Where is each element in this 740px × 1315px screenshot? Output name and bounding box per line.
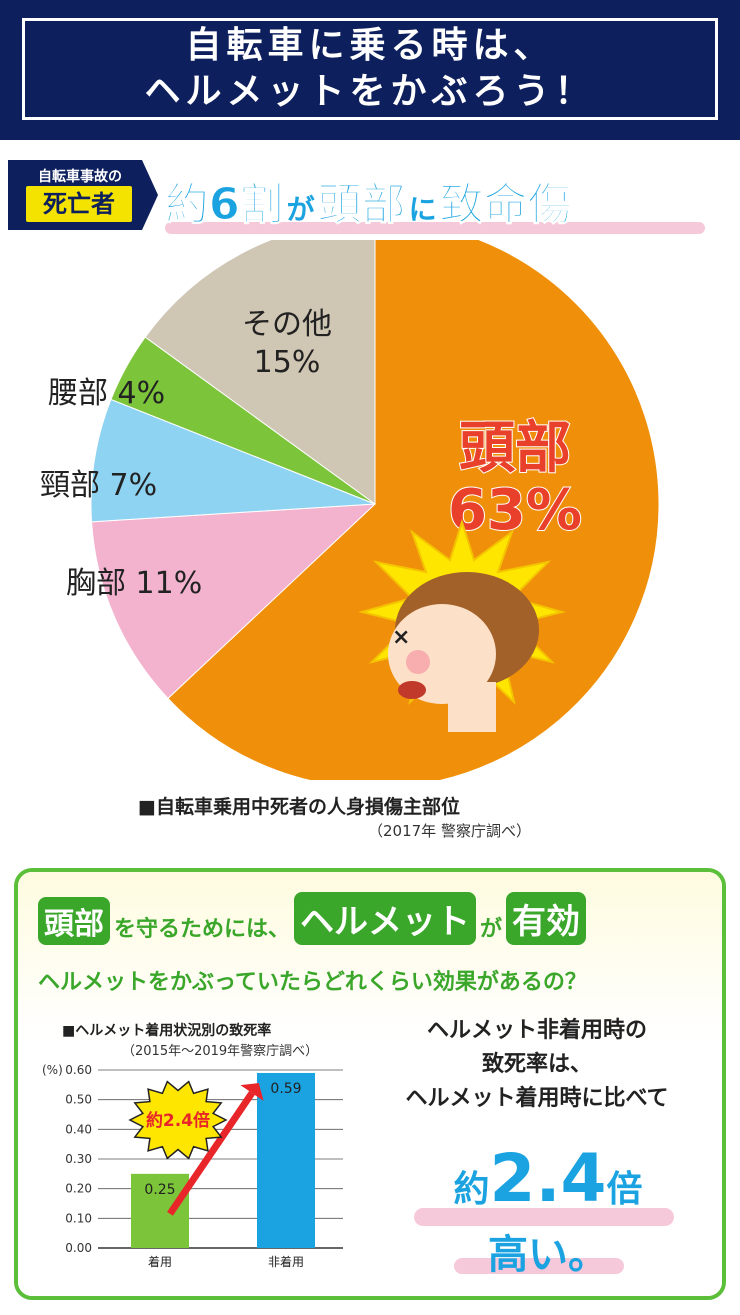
pie-label-chest: 胸部 11%: [66, 566, 203, 601]
face-shape: [388, 604, 496, 704]
banner-line-2: ヘルメットをかぶろう！: [144, 71, 596, 112]
bar-value-label: 0.25: [144, 1182, 175, 1198]
y-tick-label: 0.00: [65, 1241, 92, 1255]
cheek-shape: [406, 650, 430, 674]
y-tick-label: 0.50: [65, 1093, 92, 1107]
bar-0: [131, 1173, 189, 1248]
pie-label-neck: 頸部 7%: [40, 468, 158, 503]
pie-label-other: その他 15%: [232, 306, 342, 382]
headline-part-c: 頭部: [317, 179, 406, 231]
section1-headline: 約6割 が 頭部 に 致命傷: [165, 162, 573, 232]
helmet-effect-box: 頭部 を守るためには、 ヘルメット が 有効 ヘルメットをかぶっていたらどれくら…: [14, 868, 726, 1300]
bar-1: [257, 1072, 315, 1248]
bar-chart-title: ■ヘルメット着用状況別の致死率: [62, 1023, 272, 1039]
heading-part-d: が: [480, 917, 503, 942]
headline-part-e: 致命傷: [439, 179, 572, 231]
question-text: ヘルメットをかぶっていたらどれくらい効果があるの？: [38, 970, 587, 995]
starburst-label: 約2.4倍: [146, 1110, 210, 1131]
bar-value-label: 0.59: [270, 1081, 301, 1097]
y-axis-unit: (%): [42, 1063, 63, 1077]
pie-slice-2: [90, 398, 376, 523]
takai-text: 高い。: [488, 1232, 608, 1278]
pie-label-head-pct: 63%: [447, 478, 583, 543]
ratio-value: 2.4: [489, 1140, 607, 1217]
y-tick-label: 0.30: [65, 1152, 92, 1166]
x-category-label: 着用: [148, 1254, 172, 1269]
starburst-badge: [128, 1080, 228, 1160]
pie-label-head: 頭部 63%: [430, 416, 600, 543]
right-line-3: ヘルメット着用時に比べて: [405, 1086, 669, 1111]
banner-frame: 自転車に乗る時は、 ヘルメットをかぶろう！: [22, 18, 718, 120]
y-tick-label: 0.60: [65, 1063, 92, 1077]
pie-label-other-pct: 15%: [253, 345, 321, 380]
ratio-highlight: [414, 1208, 674, 1226]
headline-part-a: 約6割: [165, 179, 285, 231]
ratio-suffix: 倍: [606, 1169, 643, 1210]
takai-highlight: [454, 1258, 624, 1274]
headline-part-d: に: [408, 193, 437, 226]
right-line-1: ヘルメット非着用時の: [426, 1018, 647, 1043]
right-explanation: ヘルメット非着用時の 致死率は、 ヘルメット着用時に比べて: [362, 1014, 712, 1116]
right-line-2: 致死率は、: [481, 1052, 592, 1077]
pie-label-head-name: 頭部: [458, 416, 572, 481]
x-category-label: 非着用: [268, 1254, 304, 1269]
heading-part-e: 有効: [506, 892, 587, 945]
pie-chart-area: その他 15% 腰部 4% 頸部 7% 胸部 11% 頭部 63% ×: [0, 219, 740, 789]
bar-chart: (%) 0.00 0.10 0.20 0.30 0.40 0.50 0.60 0.25 着用 0.5…: [42, 1063, 343, 1269]
big-ratio: 約2.4倍: [398, 1140, 698, 1217]
injured-child-illustration: ×: [358, 518, 566, 732]
mouth-shape: [398, 681, 426, 699]
y-tick-label: 0.10: [65, 1211, 92, 1225]
section1-tag: 自転車事故の 死亡者: [8, 160, 158, 230]
dizzy-eye-icon: ×: [392, 625, 410, 650]
neck-shape: [448, 682, 496, 732]
arrow-head-icon: [240, 1083, 264, 1101]
top-banner: 自転車に乗る時は、 ヘルメットをかぶろう！: [0, 0, 740, 140]
headline-part-b: が: [286, 193, 315, 226]
ratio-prefix: 約: [453, 1169, 490, 1210]
y-tick-label: 0.20: [65, 1182, 92, 1196]
banner-line-1: 自転車に乗る時は、: [185, 25, 555, 66]
pie-label-waist: 腰部 4%: [48, 376, 166, 411]
section2-heading: 頭部 を守るためには、 ヘルメット が 有効: [38, 892, 587, 945]
y-tick-label: 0.40: [65, 1122, 92, 1136]
pie-source-title: ■自転車乗用中死者の人身損傷主部位: [138, 796, 460, 818]
pie-slice-1: [91, 503, 377, 700]
pie-source-note: （2017年 警察庁調べ）: [368, 822, 531, 840]
headline-highlight: [165, 222, 705, 234]
increase-arrow: [167, 1091, 255, 1216]
pie-label-other-name: その他: [242, 307, 332, 342]
bar-chart-subtitle: （2015年～2019年警察庁調べ）: [122, 1044, 319, 1059]
tag-line-1: 自転車事故の: [38, 169, 122, 185]
heading-part-b: を守るためには、: [114, 917, 291, 942]
tag-line-2: 死亡者: [26, 186, 132, 222]
heading-part-c: ヘルメット: [294, 892, 477, 945]
heading-part-a: 頭部: [38, 897, 110, 945]
